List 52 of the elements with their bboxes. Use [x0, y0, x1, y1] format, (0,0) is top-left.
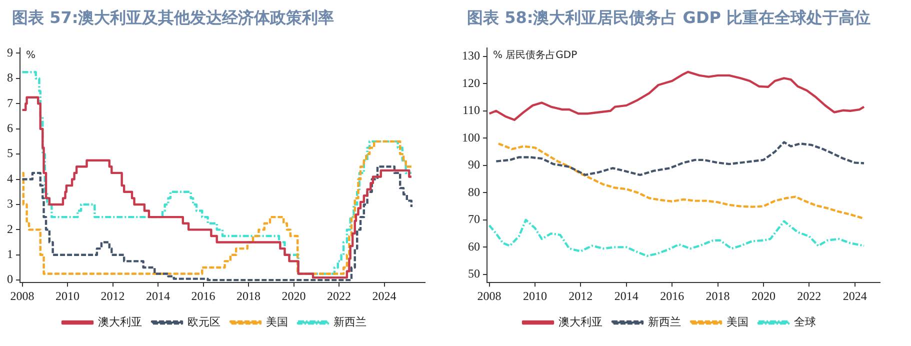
y-tick-label: 120: [462, 76, 480, 90]
y-tick-label: 130: [462, 48, 480, 63]
legend-label: 澳大利亚: [98, 315, 142, 328]
y-tick-label: 7: [7, 96, 13, 110]
x-tick-label: 2010: [56, 288, 80, 303]
y-tick-label: 1: [7, 247, 13, 262]
x-tick-label: 2012: [568, 288, 593, 303]
x-tick-label: 2016: [191, 288, 216, 303]
y-tick-label: 70: [468, 212, 480, 226]
x-tick-label: 2024: [372, 288, 396, 303]
y-tick-label: 0: [7, 272, 13, 286]
y-tick-label: 80: [468, 184, 480, 199]
y-tick-label: 50: [468, 266, 480, 281]
x-tick-label: 2016: [660, 288, 684, 303]
x-tick-label: 2022: [797, 288, 822, 303]
chart-title: 图表 58:澳大利亚居民债务占 GDP 比重在全球处于高位: [466, 7, 872, 29]
y-tick-label: 8: [7, 70, 13, 85]
chart-title: 图表 57:澳大利亚及其他发达经济体政策利率: [11, 7, 336, 29]
x-tick-label: 2010: [522, 288, 547, 303]
y-axis-title: % 居民债务占GDP: [493, 48, 578, 61]
x-tick-label: 2014: [146, 288, 170, 303]
y-tick-label: 6: [7, 121, 13, 136]
legend-label: 全球: [794, 315, 816, 328]
legend-label: 新西兰: [334, 315, 366, 328]
x-tick-label: 2024: [842, 288, 867, 303]
y-tick-label: 9: [7, 45, 13, 60]
x-tick-label: 2008: [10, 288, 34, 303]
line-series: [497, 142, 866, 220]
x-tick-label: 2020: [282, 288, 306, 303]
x-tick-label: 2020: [751, 288, 776, 303]
legend-label: 澳大利亚: [558, 315, 602, 328]
y-tick-label: 4: [7, 171, 13, 186]
x-tick-label: 2014: [614, 288, 638, 303]
x-tick-label: 2008: [477, 288, 502, 303]
y-tick-label: 100: [462, 130, 480, 144]
legend-label: 美国: [726, 315, 748, 328]
y-tick-label: 5: [7, 146, 13, 160]
line-series: [488, 218, 866, 257]
x-tick-label: 2022: [327, 288, 352, 303]
y-tick-label: 90: [468, 158, 480, 172]
x-tick-label: 2018: [236, 288, 261, 303]
legend-label: 美国: [266, 315, 288, 328]
x-tick-label: 2012: [100, 288, 125, 303]
legend-label: 新西兰: [648, 315, 681, 328]
y-tick-label: 2: [7, 222, 13, 236]
x-tick-label: 2018: [706, 288, 730, 303]
legend-label: 欧元区: [188, 315, 220, 328]
y-tick-label: 110: [462, 103, 480, 118]
y-tick-label: 3: [7, 196, 13, 211]
y-tick-label: 60: [468, 239, 480, 254]
y-axis-title: %: [26, 50, 36, 61]
line-series: [495, 141, 866, 176]
